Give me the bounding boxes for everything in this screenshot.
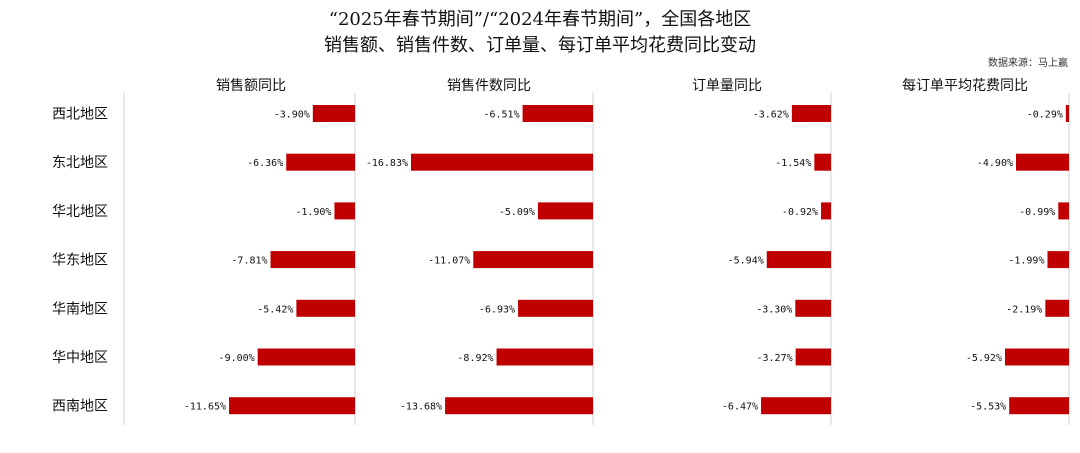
bar xyxy=(473,251,593,269)
category-label: 华中地区 xyxy=(52,350,108,366)
data-label: -11.65% xyxy=(184,402,226,413)
bar xyxy=(1058,202,1069,220)
panel-title: 销售额同比 xyxy=(216,78,286,94)
bar xyxy=(312,105,355,122)
data-label: -3.27% xyxy=(757,353,793,364)
category-label: 华北地区 xyxy=(52,204,108,220)
data-label: -5.09% xyxy=(499,207,535,218)
category-label: 西南地区 xyxy=(52,399,108,415)
bar xyxy=(795,348,831,366)
bar xyxy=(537,202,593,220)
bar xyxy=(791,105,831,122)
chart-title-line2: 销售额、销售件数、订单量、每订单平均花费同比变动 xyxy=(324,35,756,56)
data-label: -6.47% xyxy=(722,402,758,413)
data-label: -11.07% xyxy=(428,256,470,267)
data-label: -5.42% xyxy=(257,304,293,315)
data-label: -1.54% xyxy=(775,158,811,169)
data-label: -0.92% xyxy=(782,207,818,218)
bar xyxy=(1016,153,1069,171)
chart-title-line1: “2025年春节期间”/“2024年春节期间”，全国各地区 xyxy=(328,9,752,30)
data-label: -3.90% xyxy=(274,110,310,121)
bar xyxy=(522,105,593,122)
category-label: 东北地区 xyxy=(52,155,108,171)
bar xyxy=(411,153,593,171)
data-label: -5.53% xyxy=(970,402,1006,413)
bar xyxy=(1047,251,1069,269)
data-label: -4.90% xyxy=(977,158,1013,169)
bar xyxy=(496,348,593,366)
bar xyxy=(1009,397,1069,415)
bar xyxy=(334,202,355,220)
category-label: 华东地区 xyxy=(52,253,108,269)
bar xyxy=(1045,299,1069,317)
bar xyxy=(795,299,831,317)
data-label: -9.00% xyxy=(219,353,255,364)
data-label: -5.94% xyxy=(728,256,764,267)
bar xyxy=(761,397,831,415)
bar xyxy=(445,397,593,415)
data-label: -8.92% xyxy=(457,353,493,364)
data-label: -6.36% xyxy=(247,158,283,169)
bar xyxy=(1004,348,1069,366)
data-label: -0.99% xyxy=(1019,207,1055,218)
panel-title: 每订单平均花费同比 xyxy=(902,78,1028,94)
data-label: -7.81% xyxy=(231,256,267,267)
bar xyxy=(1065,105,1069,122)
category-label: 西北地区 xyxy=(52,107,108,123)
data-label: -3.62% xyxy=(753,110,789,121)
bar xyxy=(766,251,831,269)
category-label: 华南地区 xyxy=(52,301,108,317)
data-label: -0.29% xyxy=(1027,110,1063,121)
bar xyxy=(229,397,355,415)
data-label: -13.68% xyxy=(400,402,442,413)
data-label: -1.90% xyxy=(295,207,331,218)
data-label: -6.51% xyxy=(483,110,519,121)
bar xyxy=(270,251,355,269)
bar xyxy=(518,299,593,317)
data-label: -2.19% xyxy=(1006,304,1042,315)
panel-title: 订单量同比 xyxy=(692,78,762,94)
data-source-note: 数据来源：马上赢 xyxy=(988,58,1068,69)
data-label: -1.99% xyxy=(1008,256,1044,267)
bar xyxy=(296,299,355,317)
bar xyxy=(257,348,355,366)
bar xyxy=(821,202,831,220)
data-label: -5.92% xyxy=(966,353,1002,364)
bar xyxy=(286,153,355,171)
data-label: -3.30% xyxy=(756,304,792,315)
bar xyxy=(814,153,831,171)
data-label: -6.93% xyxy=(479,304,515,315)
panel-title: 销售件数同比 xyxy=(447,78,531,94)
data-label: -16.83% xyxy=(366,158,408,169)
